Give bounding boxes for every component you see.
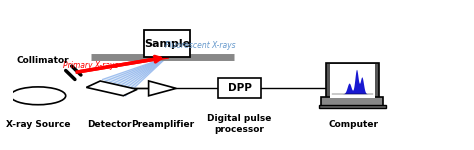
FancyBboxPatch shape [218, 78, 262, 98]
FancyBboxPatch shape [319, 105, 386, 108]
Circle shape [10, 87, 66, 105]
Text: Digital pulse
processor: Digital pulse processor [207, 114, 272, 134]
Text: Preamplifier: Preamplifier [131, 120, 194, 129]
Polygon shape [102, 57, 167, 96]
Text: Computer: Computer [328, 120, 379, 129]
Polygon shape [149, 81, 176, 96]
Text: DPP: DPP [228, 83, 252, 93]
Text: Sample: Sample [144, 39, 190, 49]
FancyBboxPatch shape [329, 64, 375, 98]
Text: Detector: Detector [87, 120, 132, 129]
Polygon shape [86, 81, 137, 96]
Text: Fluorescent X-rays: Fluorescent X-rays [165, 41, 236, 50]
Text: X-ray Source: X-ray Source [6, 120, 70, 129]
FancyBboxPatch shape [326, 63, 379, 99]
Text: Collimator: Collimator [17, 56, 69, 65]
FancyBboxPatch shape [144, 30, 190, 57]
Text: Primary X-rays: Primary X-rays [64, 61, 119, 70]
FancyBboxPatch shape [321, 97, 383, 106]
